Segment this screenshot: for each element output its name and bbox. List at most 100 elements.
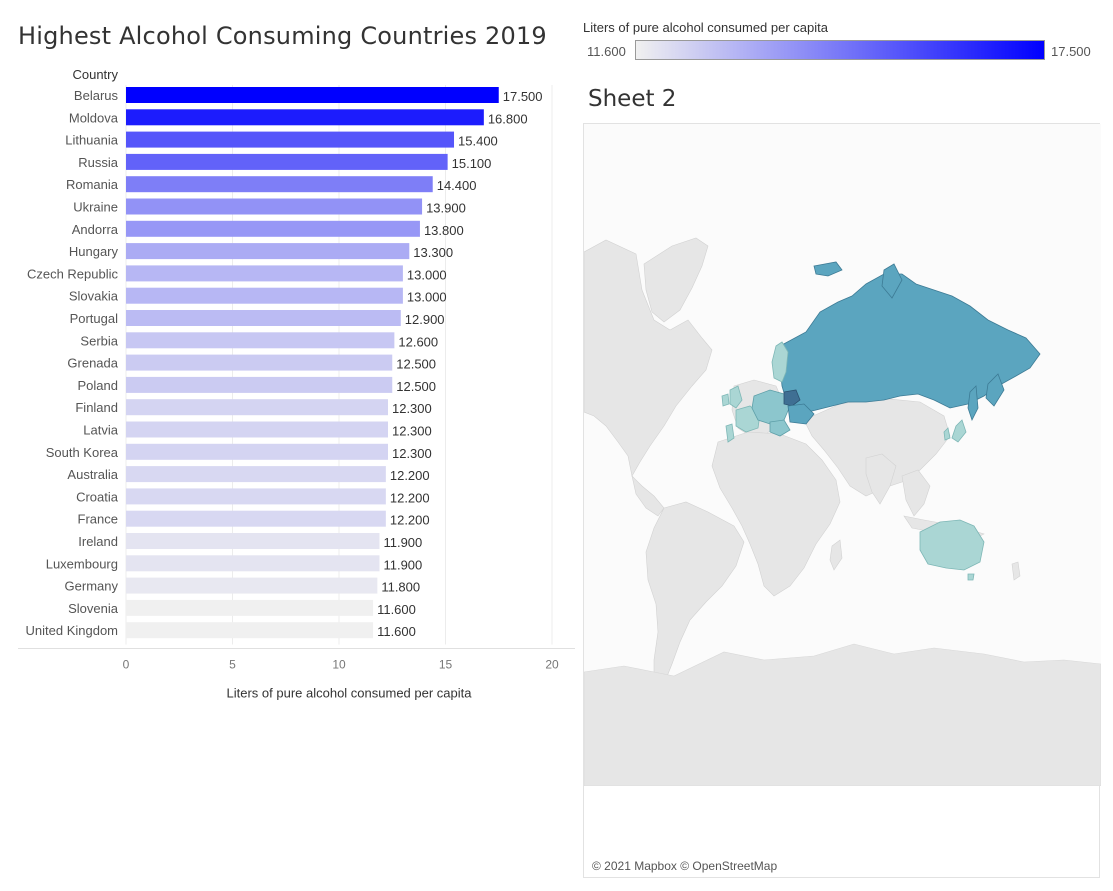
sakhalin-shape: [967, 385, 979, 422]
category-label: Hungary: [69, 244, 119, 259]
value-label: 15.400: [458, 134, 498, 149]
category-label: Ireland: [78, 534, 118, 549]
value-label: 12.600: [398, 334, 438, 349]
ireland-shape: [721, 393, 730, 407]
value-label: 12.200: [390, 468, 430, 483]
belarus-shape: [783, 389, 801, 407]
sheet2-title: Sheet 2: [588, 86, 677, 112]
bar: [126, 87, 499, 103]
legend-min-label: 11.600: [587, 44, 626, 59]
central-america-shape: [631, 475, 665, 517]
value-label: 11.900: [383, 557, 422, 572]
portugal-shape: [725, 423, 735, 443]
bar: [126, 399, 388, 416]
category-label: Lithuania: [65, 133, 119, 148]
category-label: Slovenia: [68, 601, 119, 616]
finland-shape: [771, 341, 789, 383]
bar: [126, 109, 484, 126]
bar-chart: Country Belarus 17.500 Moldova 16.800 Lithuan…: [18, 67, 575, 701]
chart-title: Highest Alcohol Consuming Countries 2019: [18, 22, 547, 50]
category-label: Czech Republic: [27, 266, 119, 281]
bar: [126, 220, 420, 237]
bar: [126, 510, 386, 527]
x-axis-title: Liters of pure alcohol consumed per capi…: [227, 686, 473, 701]
value-label: 11.600: [377, 602, 416, 617]
category-label: Moldova: [69, 110, 119, 125]
category-label: United Kingdom: [26, 623, 119, 638]
value-label: 14.400: [437, 178, 477, 193]
value-label: 12.300: [392, 446, 432, 461]
madagascar-shape: [829, 539, 843, 571]
novaya-zemlya-shape: [881, 263, 903, 299]
value-label: 12.300: [392, 401, 432, 416]
bar: [126, 332, 395, 349]
category-label: South Korea: [46, 445, 119, 460]
tick-label: 20: [545, 658, 559, 672]
category-label: Germany: [65, 579, 119, 594]
bar: [126, 287, 403, 304]
value-label: 11.600: [377, 624, 416, 639]
bar: [126, 131, 455, 148]
category-label: France: [78, 512, 118, 527]
bar: [126, 533, 380, 549]
category-label: Slovakia: [69, 289, 119, 304]
value-label: 12.300: [392, 424, 432, 439]
value-label: 12.900: [405, 312, 445, 327]
tick-label: 10: [332, 658, 346, 672]
value-label: 12.200: [390, 490, 430, 505]
russia-east-shape: [985, 373, 1005, 407]
bar: [126, 265, 403, 282]
south-korea-shape: [943, 427, 951, 441]
world-map[interactable]: [584, 124, 1101, 786]
legend-max-label: 17.500: [1051, 44, 1091, 59]
map-panel[interactable]: © 2021 Mapbox © OpenStreetMap: [583, 123, 1101, 878]
category-label: Russia: [78, 155, 119, 170]
category-label: Grenada: [67, 356, 118, 371]
antarctica-shape: [584, 643, 1101, 786]
bar: [126, 555, 380, 572]
balkans-shape: [769, 419, 791, 437]
uk-shape: [729, 385, 743, 409]
category-label: Serbia: [80, 333, 118, 348]
africa-shape: [711, 431, 841, 597]
category-label: Ukraine: [73, 200, 118, 215]
new-zealand-shape: [1011, 561, 1021, 581]
value-label: 17.500: [503, 89, 543, 104]
category-label: Latvia: [83, 423, 118, 438]
bar: [126, 243, 410, 260]
value-label: 13.000: [407, 290, 447, 305]
tick-label: 15: [439, 658, 453, 672]
southeast-asia-shape: [901, 469, 931, 517]
bar: [126, 443, 388, 460]
bar: [126, 488, 386, 505]
value-label: 11.800: [381, 580, 420, 595]
ukraine-shape: [787, 403, 815, 425]
bar: [126, 153, 448, 170]
bar: [126, 376, 393, 393]
category-label: Australia: [67, 467, 118, 482]
north-america-shape: [584, 239, 713, 477]
value-label: 13.900: [426, 201, 466, 216]
tick-label: 5: [229, 658, 236, 672]
tick-label: 0: [123, 658, 130, 672]
value-label: 13.800: [424, 223, 464, 238]
bar: [126, 354, 393, 371]
value-label: 12.200: [390, 513, 430, 528]
bar: [126, 198, 423, 215]
category-label: Poland: [78, 378, 118, 393]
south-america-shape: [645, 501, 745, 685]
greenland-shape: [643, 237, 709, 323]
category-label: Luxembourg: [46, 556, 118, 571]
india-shape: [865, 453, 897, 505]
bar: [126, 622, 374, 639]
category-label: Portugal: [70, 311, 119, 326]
value-label: 13.000: [407, 267, 447, 282]
category-label: Romania: [66, 177, 119, 192]
row-header: Country: [72, 67, 118, 82]
category-label: Finland: [75, 400, 118, 415]
russia-shape: [779, 273, 1041, 415]
bar: [126, 599, 374, 616]
value-label: 12.500: [396, 357, 436, 372]
bar: [126, 176, 433, 193]
value-label: 12.500: [396, 379, 436, 394]
